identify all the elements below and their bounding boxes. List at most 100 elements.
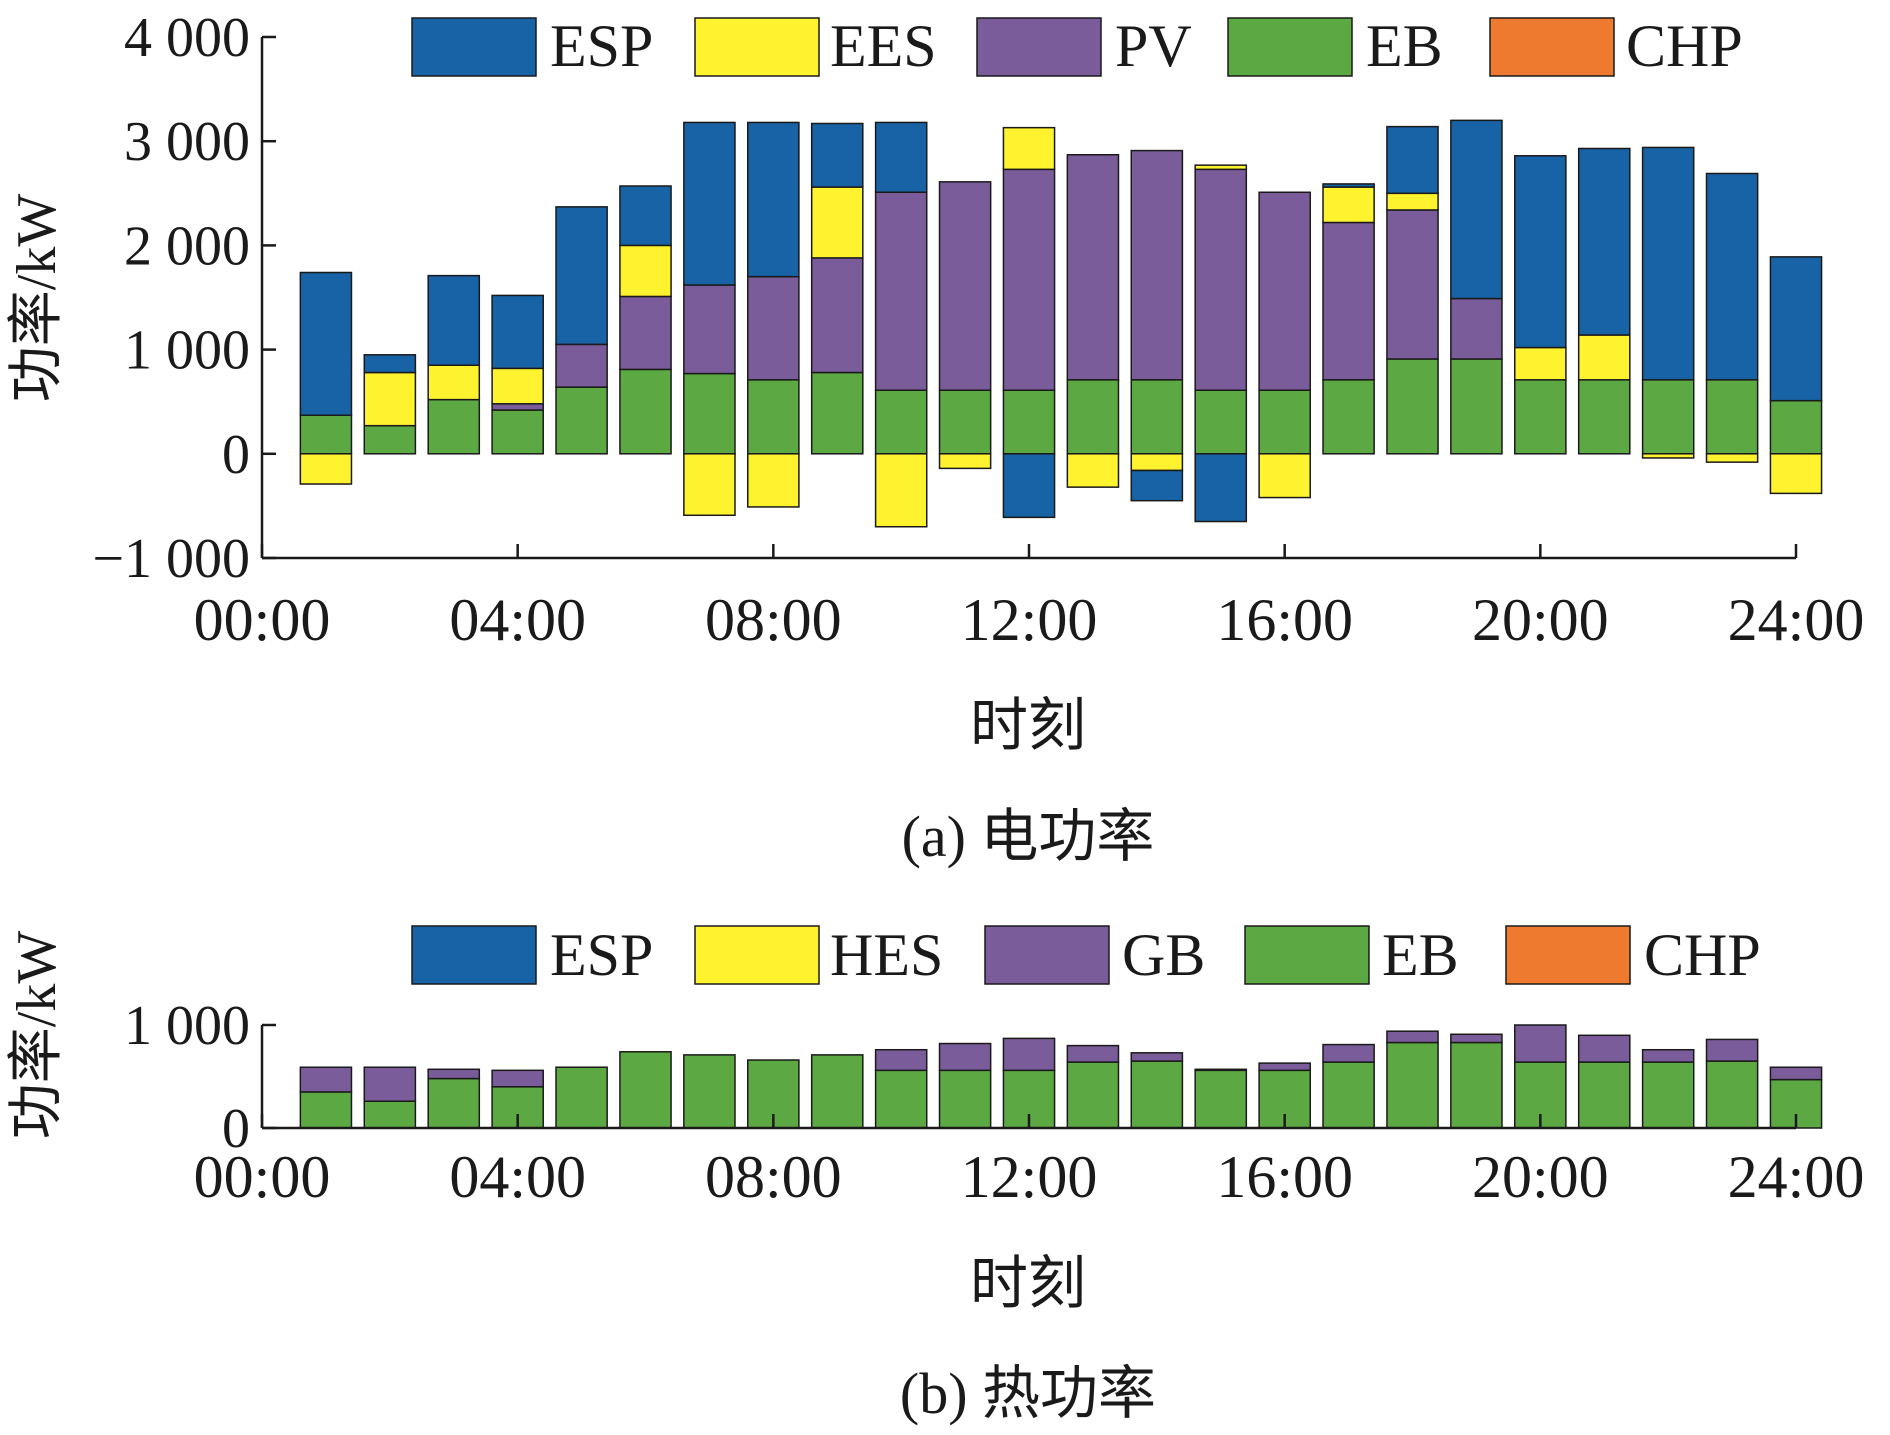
bar-eb-h17 [1322,1061,1375,1129]
legend: ESP EES PV EB CHP [411,13,1743,79]
y-tick-label: 0 [222,424,250,486]
panel-caption: (a) 电功率 [902,804,1155,869]
bar-gb-h14 [1130,1052,1184,1062]
legend-label-eb: EB [1366,13,1443,79]
y-axis-label: 功率/kW [6,931,68,1140]
axes: 0 1 000 00:00 04:00 08:00 12:00 16:00 20:00 24:0… [124,995,1864,1210]
bar-esp-h19 [1450,119,1503,300]
bar-pv-h16 [1258,191,1311,391]
bar-eb-h23 [1705,379,1759,455]
bar-esp-h9 [810,122,864,188]
bar-eb-h4 [491,409,544,455]
x-tick-label: 08:00 [705,587,842,653]
bar-eb-h7 [683,1054,736,1129]
bar-eb-h13 [1066,1061,1120,1129]
bar-pv-h12 [1002,168,1056,391]
bar-gb-h12 [1002,1037,1056,1072]
bar-eb-h9 [810,371,864,455]
bar-ees-h14 [1130,453,1184,472]
bar-ees-h4 [491,367,544,405]
bar-eb-h22 [1641,379,1695,455]
bar-gb-h13 [1066,1044,1120,1063]
bar-eb-h19 [1450,358,1503,455]
legend-swatch-chp [1489,17,1615,77]
y-tick-label: −1 000 [92,528,250,590]
bar-esp-h24 [1769,256,1823,402]
bar-pv-h13 [1066,153,1120,381]
legend-swatch-eb [1244,925,1370,985]
bar-esp-h1 [299,271,353,416]
bar-eb-h13 [1066,379,1120,455]
legend-label-esp: ESP [550,922,653,988]
legend-swatch-eb [1227,17,1353,77]
bars-group [299,1024,1823,1129]
bar-ees-h11 [938,453,992,470]
panel-caption: (b) 热功率 [900,1361,1156,1426]
bar-pv-h8 [747,275,800,381]
bar-gb-h24 [1769,1066,1823,1081]
bar-ees-h16 [1258,453,1311,499]
bar-eb-h22 [1641,1061,1695,1129]
bar-eb-h2 [363,1100,417,1129]
bar-gb-h22 [1641,1048,1695,1063]
x-tick-label: 20:00 [1472,1144,1609,1210]
bar-pv-h6 [619,295,672,371]
legend-swatch-gb [984,925,1110,985]
bar-pv-h10 [874,191,928,391]
bar-esp-h15 [1194,453,1248,523]
x-tick-label: 24:00 [1728,1144,1865,1210]
bar-eb-h23 [1705,1060,1759,1129]
bar-ees-h1 [299,453,353,485]
bar-gb-h1 [299,1066,353,1093]
y-axis-label: 功率/kW [6,194,68,403]
legend-label-chp: CHP [1644,922,1761,988]
bar-eb-h15 [1194,1069,1248,1129]
bar-eb-h21 [1577,379,1631,455]
bar-eb-h16 [1258,389,1311,455]
bar-ees-h13 [1066,453,1120,488]
bar-esp-h21 [1577,147,1631,336]
bar-eb-h5 [555,1066,608,1129]
x-tick-label: 04:00 [449,1144,586,1210]
x-tick-label: 00:00 [194,1144,331,1210]
x-tick-label: 12:00 [961,1144,1098,1210]
bar-eb-h17 [1322,379,1375,455]
bar-pv-h14 [1130,149,1184,381]
bar-ees-h17 [1322,186,1375,224]
bar-eb-h1 [299,1091,353,1129]
legend-swatch-chp [1505,925,1631,985]
bar-pv-h11 [938,181,992,391]
bar-esp-h18 [1386,125,1439,195]
bar-pv-h18 [1386,209,1439,360]
bar-eb-h12 [1002,389,1056,455]
bar-gb-h17 [1322,1043,1375,1063]
bar-eb-h11 [938,389,992,455]
bar-ees-h10 [874,453,928,528]
x-tick-label: 20:00 [1472,587,1609,653]
bar-eb-h9 [810,1054,864,1129]
bar-gb-h16 [1258,1062,1311,1072]
bar-esp-h14 [1130,469,1184,502]
panel-electric-power: ESP EES PV EB CHP −1 000 0 1 000 2 000 3 000 4 00… [6,7,1864,869]
bar-eb-h6 [619,368,672,455]
bar-eb-h7 [683,372,736,455]
bar-esp-h17 [1322,183,1375,188]
bar-ees-h15 [1194,164,1248,171]
x-tick-label: 08:00 [705,1144,842,1210]
y-tick-label: 2 000 [124,215,250,277]
bar-esp-h20 [1514,155,1567,349]
panel-heat-power: ESP HES GB EB CHP 0 1 000 00:00 04:00 08:00 12:00… [6,922,1864,1426]
bar-esp-h8 [747,121,800,278]
x-tick-label: 16:00 [1216,587,1353,653]
x-tick-label: 24:00 [1728,587,1865,653]
bar-ees-h20 [1514,346,1567,381]
axes: −1 000 0 1 000 2 000 3 000 4 000 00:00 04:00 08:… [92,7,1864,653]
legend-swatch-esp [411,17,537,77]
legend: ESP HES GB EB CHP [411,922,1761,988]
bar-ees-h21 [1577,334,1631,381]
legend-swatch-esp [411,925,537,985]
bar-esp-h3 [427,274,481,366]
bar-gb-h3 [427,1068,481,1080]
x-axis-label: 时刻 [970,1251,1086,1316]
